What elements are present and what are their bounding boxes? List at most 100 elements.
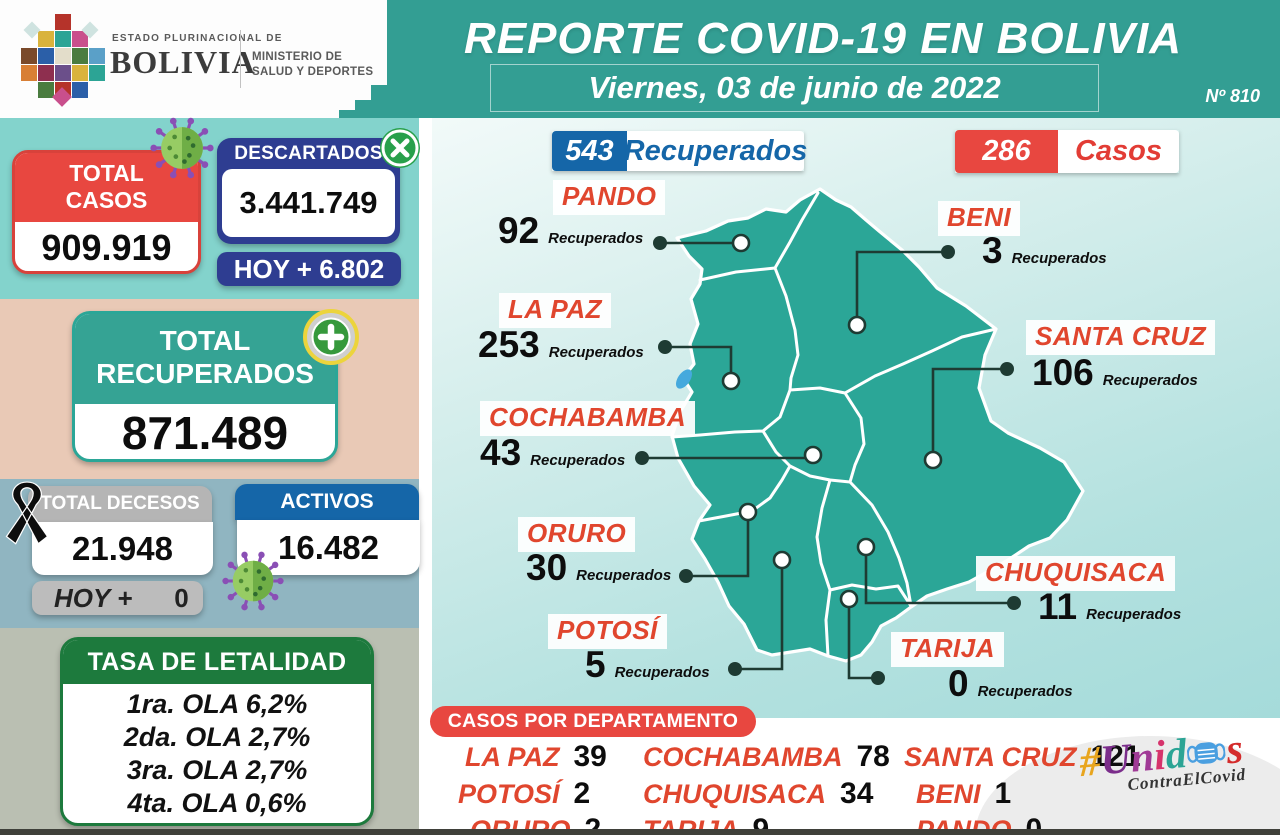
- map-label-tarija: TARIJA: [891, 632, 1004, 667]
- ministry-line-2: SALUD Y DEPORTES: [252, 66, 374, 78]
- casos-cell-potosi: POTOSÍ 2: [458, 777, 590, 811]
- map-value-potosi: 5 Recuperados: [585, 644, 710, 686]
- total-decesos-value: 21.948: [32, 522, 213, 575]
- casos-value: 1: [994, 777, 1012, 810]
- casos-value: 121: [1090, 740, 1141, 773]
- descartados-today: HOY + 6.802: [217, 252, 401, 286]
- casos-value: 2: [573, 777, 591, 810]
- total-casos-label-1: TOTAL: [69, 160, 144, 186]
- casos-name: CHUQUISACA: [643, 779, 827, 809]
- recuperados-banner-label: Recuperados: [624, 131, 807, 171]
- casos-name: COCHABAMBA: [643, 742, 843, 772]
- casos-value: 78: [856, 740, 890, 773]
- virus-icon-2: [222, 550, 284, 612]
- tarija-recovered: 0: [948, 663, 969, 704]
- ministry-line-1: MINISTERIO DE: [252, 51, 343, 63]
- activos-header: ACTIVOS: [235, 484, 419, 520]
- total-casos-header: TOTAL CASOS: [15, 153, 198, 222]
- map-value-tarija: 0 Recuperados: [948, 663, 1073, 705]
- casos-por-departamento-title: CASOS POR DEPARTAMENTO: [430, 706, 756, 737]
- face-mask-icon: [1186, 742, 1227, 764]
- header-step-2: [355, 100, 372, 118]
- potosi-unit: Recuperados: [614, 664, 710, 681]
- tasa-row-3: 3ra. OLA 2,7%: [126, 755, 308, 785]
- vertical-divider: [419, 118, 432, 835]
- tarija-unit: Recuperados: [977, 683, 1073, 700]
- map-label-potosi: POTOSÍ: [548, 614, 667, 649]
- plus-icon: [303, 309, 359, 365]
- header-title-area: [387, 0, 1280, 118]
- activos-value: 16.482: [237, 520, 420, 575]
- map-label-la-paz: LA PAZ: [499, 293, 611, 328]
- total-decesos-header: TOTAL DECESOS: [28, 486, 212, 522]
- casos-value: 39: [573, 740, 607, 773]
- decesos-today-label: HOY +: [54, 582, 133, 613]
- logo-estado-text: ESTADO PLURINACIONAL DE: [112, 33, 283, 44]
- pando-recovered: 92: [498, 210, 540, 251]
- map-value-beni: 3 Recuperados: [982, 230, 1107, 272]
- check-x-icon: [380, 128, 420, 168]
- logo-ministry-text: MINISTERIO DE SALUD Y DEPORTES: [252, 50, 373, 80]
- casos-name: BENI: [916, 779, 981, 809]
- casos-banner-count: 286: [955, 130, 1058, 173]
- tasa-row-2: 2da. OLA 2,7%: [123, 722, 311, 752]
- lake-titicaca: [676, 369, 692, 389]
- beni-unit: Recuperados: [1011, 250, 1107, 267]
- casos-cell-cochabamba: COCHABAMBA 78: [643, 740, 890, 774]
- header-step-1: [371, 85, 388, 118]
- bolivia-landmass: [670, 187, 1085, 663]
- casos-name: LA PAZ: [465, 742, 560, 772]
- map-label-beni: BENI: [938, 201, 1021, 236]
- report-date-box: Viernes, 03 de junio de 2022: [490, 64, 1099, 112]
- map-label-oruro: ORURO: [518, 517, 636, 552]
- pando-unit: Recuperados: [548, 230, 644, 247]
- recuperados-banner: 543 Recuperados: [552, 131, 807, 171]
- recuperados-banner-count: 543: [552, 131, 627, 171]
- report-number: Nº 810: [1205, 86, 1260, 106]
- casos-name: POTOSÍ: [458, 779, 560, 809]
- logo-bolivia-text: BOLIVIA: [110, 44, 256, 80]
- virus-icon: [150, 116, 214, 180]
- tasa-letalidad-card: TASA DE LETALIDAD 1ra. OLA 6,2% 2da. OLA…: [60, 637, 374, 826]
- santa-cruz-recovered: 106: [1032, 352, 1094, 393]
- callout-endpoint-dots: [635, 236, 1021, 685]
- map-value-oruro: 30 Recuperados: [526, 547, 671, 589]
- la-paz-unit: Recuperados: [548, 344, 644, 361]
- total-recuperados-card: TOTAL RECUPERADOS 871.489: [72, 311, 338, 462]
- casos-cell-chuquisaca: CHUQUISACA 34: [643, 777, 873, 811]
- tasa-letalidad-title: TASA DE LETALIDAD: [63, 640, 371, 684]
- report-title: REPORTE COVID-19 EN BOLIVIA: [463, 14, 1183, 63]
- decesos-today-value: 0: [174, 582, 189, 613]
- department-marker-dots: [721, 233, 943, 609]
- map-value-santa-cruz: 106 Recuperados: [1032, 352, 1198, 394]
- map-label-pando: PANDO: [553, 180, 666, 215]
- total-recuperados-value: 871.489: [121, 407, 289, 459]
- tasa-row-4: 4ta. OLA 0,6%: [127, 788, 307, 818]
- oruro-unit: Recuperados: [576, 567, 672, 584]
- chuquisaca-unit: Recuperados: [1086, 606, 1182, 623]
- report-date: Viernes, 03 de junio de 2022: [588, 70, 1001, 105]
- bolivia-state-emblem: [21, 14, 105, 107]
- map-label-chuquisaca: CHUQUISACA: [976, 556, 1176, 591]
- oruro-recovered: 30: [526, 547, 568, 588]
- santa-cruz-unit: Recuperados: [1102, 372, 1198, 389]
- casos-banner-label: Casos: [1058, 130, 1179, 173]
- total-recuperados-header: TOTAL RECUPERADOS: [75, 314, 335, 404]
- chuquisaca-recovered: 11: [1038, 586, 1078, 627]
- casos-cell-beni: BENI 1: [916, 777, 1011, 811]
- map-label-cochabamba: COCHABAMBA: [480, 401, 696, 436]
- map-value-chuquisaca: 11 Recuperados: [1038, 586, 1181, 628]
- cochabamba-unit: Recuperados: [530, 452, 626, 469]
- map-label-santa-cruz: SANTA CRUZ: [1026, 320, 1216, 355]
- header-step-3: [339, 110, 356, 118]
- department-borders: [670, 191, 998, 658]
- casos-cell-santa-cruz: SANTA CRUZ 121: [904, 740, 1141, 774]
- total-casos-value: 909.919: [41, 227, 172, 268]
- casos-value: 34: [840, 777, 874, 810]
- logo-divider: [240, 30, 241, 88]
- descartados-card: DESCARTADOS 3.441.749: [217, 138, 400, 244]
- map-value-pando: 92 Recuperados: [498, 210, 643, 252]
